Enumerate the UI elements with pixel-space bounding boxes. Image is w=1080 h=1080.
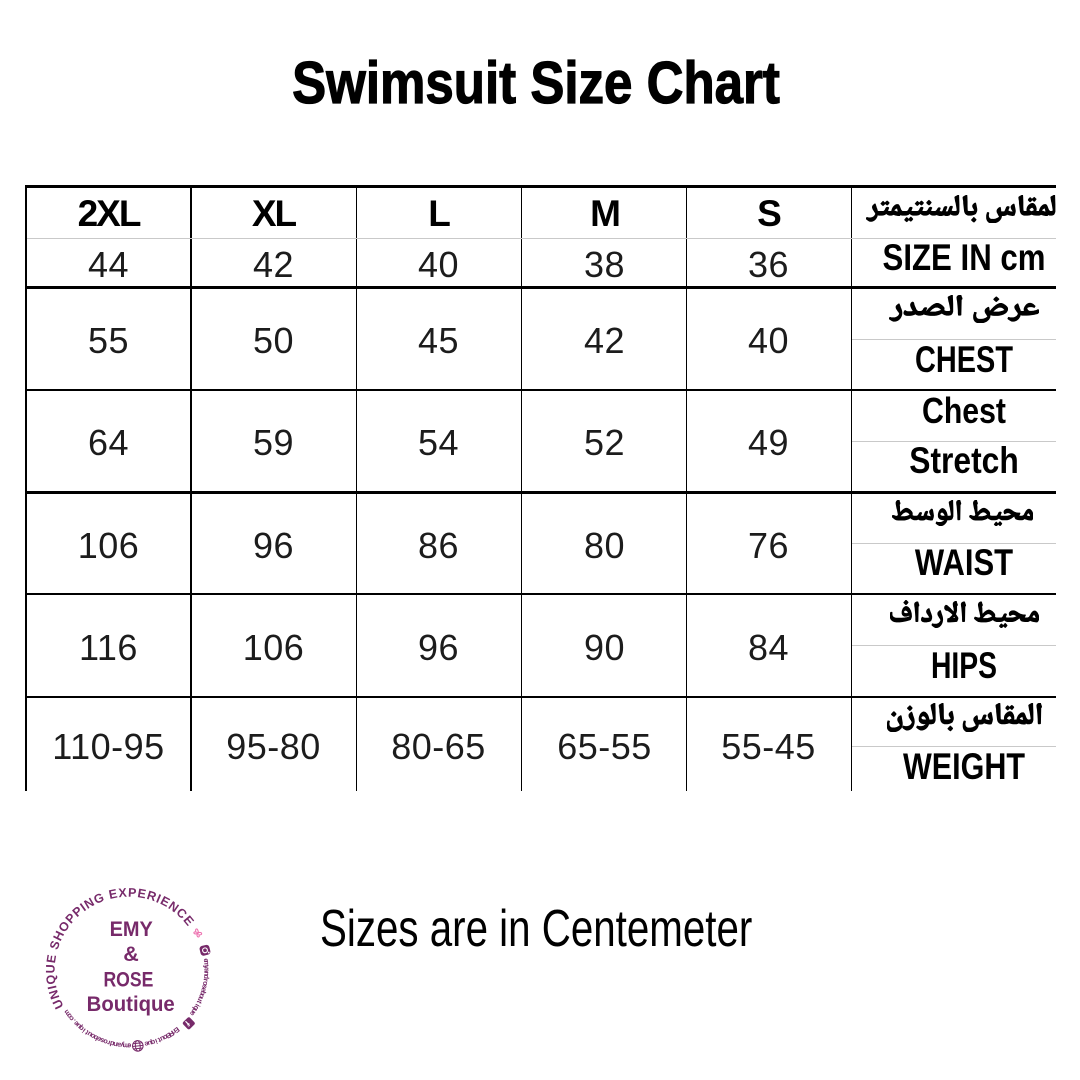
svg-text:e: e [188,1010,198,1018]
svg-text:o: o [161,1032,170,1042]
svg-text:d: d [202,974,211,979]
svg-text:m: m [202,960,211,967]
svg-text:f: f [183,1019,192,1028]
svg-text:e: e [144,1039,150,1049]
svg-text:u: u [190,1007,200,1016]
svg-text:e: e [202,958,211,963]
svg-text:i: i [193,1002,202,1008]
svg-text:ROSE: ROSE [103,968,153,992]
svg-text:s: s [200,984,210,990]
svg-text:b: b [91,1033,99,1043]
svg-text:c: c [66,1014,75,1023]
svg-text:e: e [199,987,209,993]
svg-text:.: . [69,1018,77,1026]
svg-text:a: a [115,1040,121,1050]
svg-text:o: o [101,1037,109,1047]
svg-text:r: r [201,978,210,982]
svg-text:o: o [197,993,207,1001]
svg-text:u: u [74,1021,83,1031]
svg-text:s: s [99,1036,106,1046]
svg-text:u: u [159,1034,167,1044]
svg-text:&: & [123,942,139,966]
svg-text:u: u [147,1039,154,1049]
svg-text:r: r [106,1038,111,1047]
svg-text:m: m [122,1041,129,1050]
svg-text:e: e [95,1034,102,1044]
svg-text:n: n [202,971,211,976]
svg-text:m: m [61,1008,72,1018]
svg-text:q: q [150,1038,157,1048]
svg-text:E: E [172,1025,181,1035]
svg-text:i: i [154,1037,159,1046]
svg-text:y: y [202,965,211,969]
svg-text:e: e [127,1041,131,1050]
svg-text:n: n [112,1040,118,1050]
svg-text:q: q [77,1024,86,1034]
svg-text:i: i [80,1026,87,1034]
svg-text:o: o [64,1011,74,1020]
svg-text:q: q [191,1004,201,1012]
svg-text:EMY: EMY [110,918,154,942]
svg-text:u: u [196,995,206,1003]
svg-text:B: B [164,1030,173,1040]
svg-text:R: R [166,1029,176,1040]
svg-text:t: t [83,1028,91,1037]
svg-text:t: t [195,999,204,1006]
svg-text:n: n [170,1027,179,1037]
svg-text:e: e [71,1019,80,1028]
svg-text:o: o [201,980,211,987]
svg-text:d: d [109,1039,115,1049]
svg-text:b: b [198,990,208,998]
svg-text:o: o [88,1031,97,1041]
svg-text:a: a [202,968,211,973]
svg-text:u: u [85,1030,93,1040]
svg-text:t: t [156,1035,162,1044]
svg-text:Boutique: Boutique [87,993,175,1016]
svg-text:y: y [120,1041,125,1050]
